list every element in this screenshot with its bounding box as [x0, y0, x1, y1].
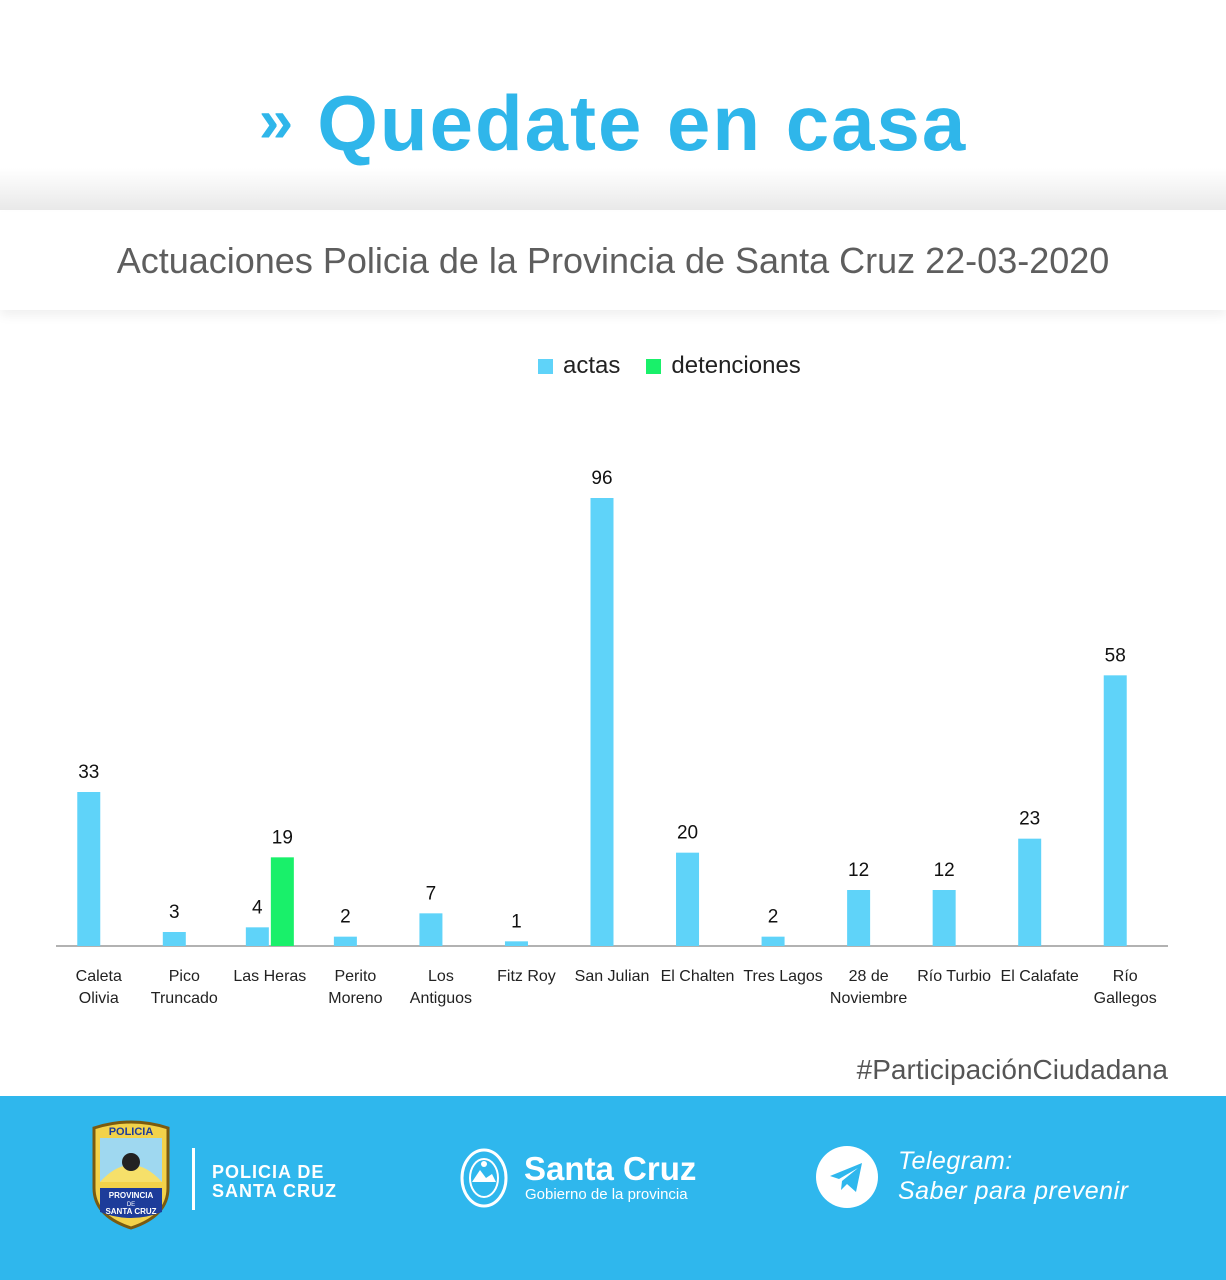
- x-tick-label: Noviembre: [830, 990, 907, 1007]
- bar-actas: [676, 852, 700, 946]
- policia-line1: POLICIA DE: [212, 1162, 325, 1182]
- data-label-actas: 96: [591, 468, 612, 489]
- telegram-icon[interactable]: [816, 1146, 878, 1208]
- x-tick-label: Truncado: [151, 990, 218, 1007]
- page-title-text: Quedate en casa: [317, 79, 968, 167]
- government-title: Santa Cruz: [524, 1150, 697, 1187]
- bar-actas: [847, 890, 871, 946]
- police-badge-icon: POLICIA PROVINCIA DE SANTA CRUZ: [92, 1120, 170, 1230]
- x-tick-label: Caleta: [76, 968, 122, 985]
- chart-title: Actuaciones Policia de la Provincia de S…: [116, 240, 1110, 281]
- bar-actas: [1018, 838, 1042, 946]
- chart-legend: actas detenciones: [538, 352, 827, 380]
- data-label-actas: 3: [169, 902, 180, 923]
- policia-label: POLICIA DE SANTA CRUZ: [212, 1163, 337, 1201]
- legend-item-detenciones: detenciones: [646, 352, 801, 380]
- bar-actas: [77, 792, 101, 946]
- x-tick-label: Río: [1113, 968, 1138, 985]
- badge-line2: DE: [127, 1202, 135, 1208]
- bar-actas: [932, 890, 956, 946]
- x-tick-label: 28 de: [849, 968, 889, 985]
- badge-line1: PROVINCIA: [109, 1191, 154, 1200]
- data-label-actas: 20: [677, 823, 698, 844]
- double-chevron-icon: »: [258, 87, 296, 156]
- badge-top-text: POLICIA: [109, 1126, 154, 1138]
- x-tick-label: Antiguos: [410, 990, 472, 1007]
- data-label-actas: 2: [768, 907, 779, 928]
- telegram-label: Telegram:: [898, 1147, 1013, 1175]
- telegram-text[interactable]: Telegram: Saber para prevenir: [898, 1146, 1128, 1206]
- bar-actas: [245, 927, 269, 946]
- bar-actas: [504, 941, 528, 946]
- provincial-seal-icon: [460, 1148, 508, 1208]
- x-tick-label: Fitz Roy: [497, 968, 556, 985]
- footer: [0, 1096, 1226, 1280]
- x-tick-label: Las Heras: [233, 968, 306, 985]
- bar-actas: [162, 932, 186, 946]
- bar-actas: [590, 498, 614, 946]
- data-label-actas: 2: [340, 907, 351, 928]
- legend-item-actas: actas: [538, 352, 620, 380]
- telegram-slogan: Saber para prevenir: [898, 1177, 1129, 1205]
- data-label-actas: 23: [1019, 809, 1040, 830]
- x-tick-label: Tres Lagos: [743, 968, 822, 985]
- data-label-actas: 1: [511, 911, 522, 932]
- subtitle-band: [0, 212, 1226, 310]
- hero-banner: » Quedate en casa: [0, 0, 1226, 210]
- x-tick-label: Los: [428, 968, 454, 985]
- x-tick-label: El Chalten: [661, 968, 735, 985]
- data-label-actas: 4: [252, 897, 263, 918]
- data-label-actas: 12: [934, 860, 955, 881]
- x-tick-label: Pico: [169, 968, 200, 985]
- bar-chart: 33 Caleta Olivia 3 Pico Truncado 4 19 Las Heras 2…: [56, 468, 1168, 1007]
- x-tick-label: Río Turbio: [917, 968, 991, 985]
- x-tick-label: Olivia: [79, 990, 119, 1007]
- data-label-actas: 7: [426, 883, 437, 904]
- data-label-actas: 58: [1105, 645, 1126, 666]
- bar-actas: [761, 936, 785, 946]
- legend-label-actas: actas: [563, 352, 621, 379]
- x-tick-label: San Julian: [575, 968, 650, 985]
- badge-line3: SANTA CRUZ: [105, 1207, 156, 1216]
- bar-actas: [419, 913, 443, 946]
- x-tick-label: El Calafate: [1001, 968, 1079, 985]
- page-title: » Quedate en casa: [0, 78, 1226, 169]
- legend-swatch-actas: [538, 358, 553, 374]
- government-subtitle: Gobierno de la provincia: [525, 1186, 688, 1203]
- legend-swatch-detenciones: [646, 358, 662, 374]
- bar-actas: [333, 936, 357, 946]
- hashtag: #ParticipaciónCiudadana: [856, 1054, 1168, 1085]
- x-tick-label: Gallegos: [1094, 990, 1157, 1007]
- policia-line2: SANTA CRUZ: [212, 1181, 337, 1201]
- x-tick-label: Moreno: [328, 990, 382, 1007]
- x-tick-label: Perito: [334, 968, 376, 985]
- legend-label-detenciones: detenciones: [671, 352, 801, 379]
- footer-divider: [192, 1148, 195, 1210]
- data-label-actas: 12: [848, 860, 869, 881]
- bar-actas: [1103, 675, 1127, 946]
- bar-detenciones: [270, 857, 294, 946]
- data-label-actas: 33: [78, 762, 99, 783]
- data-label-detenciones: 19: [272, 827, 293, 848]
